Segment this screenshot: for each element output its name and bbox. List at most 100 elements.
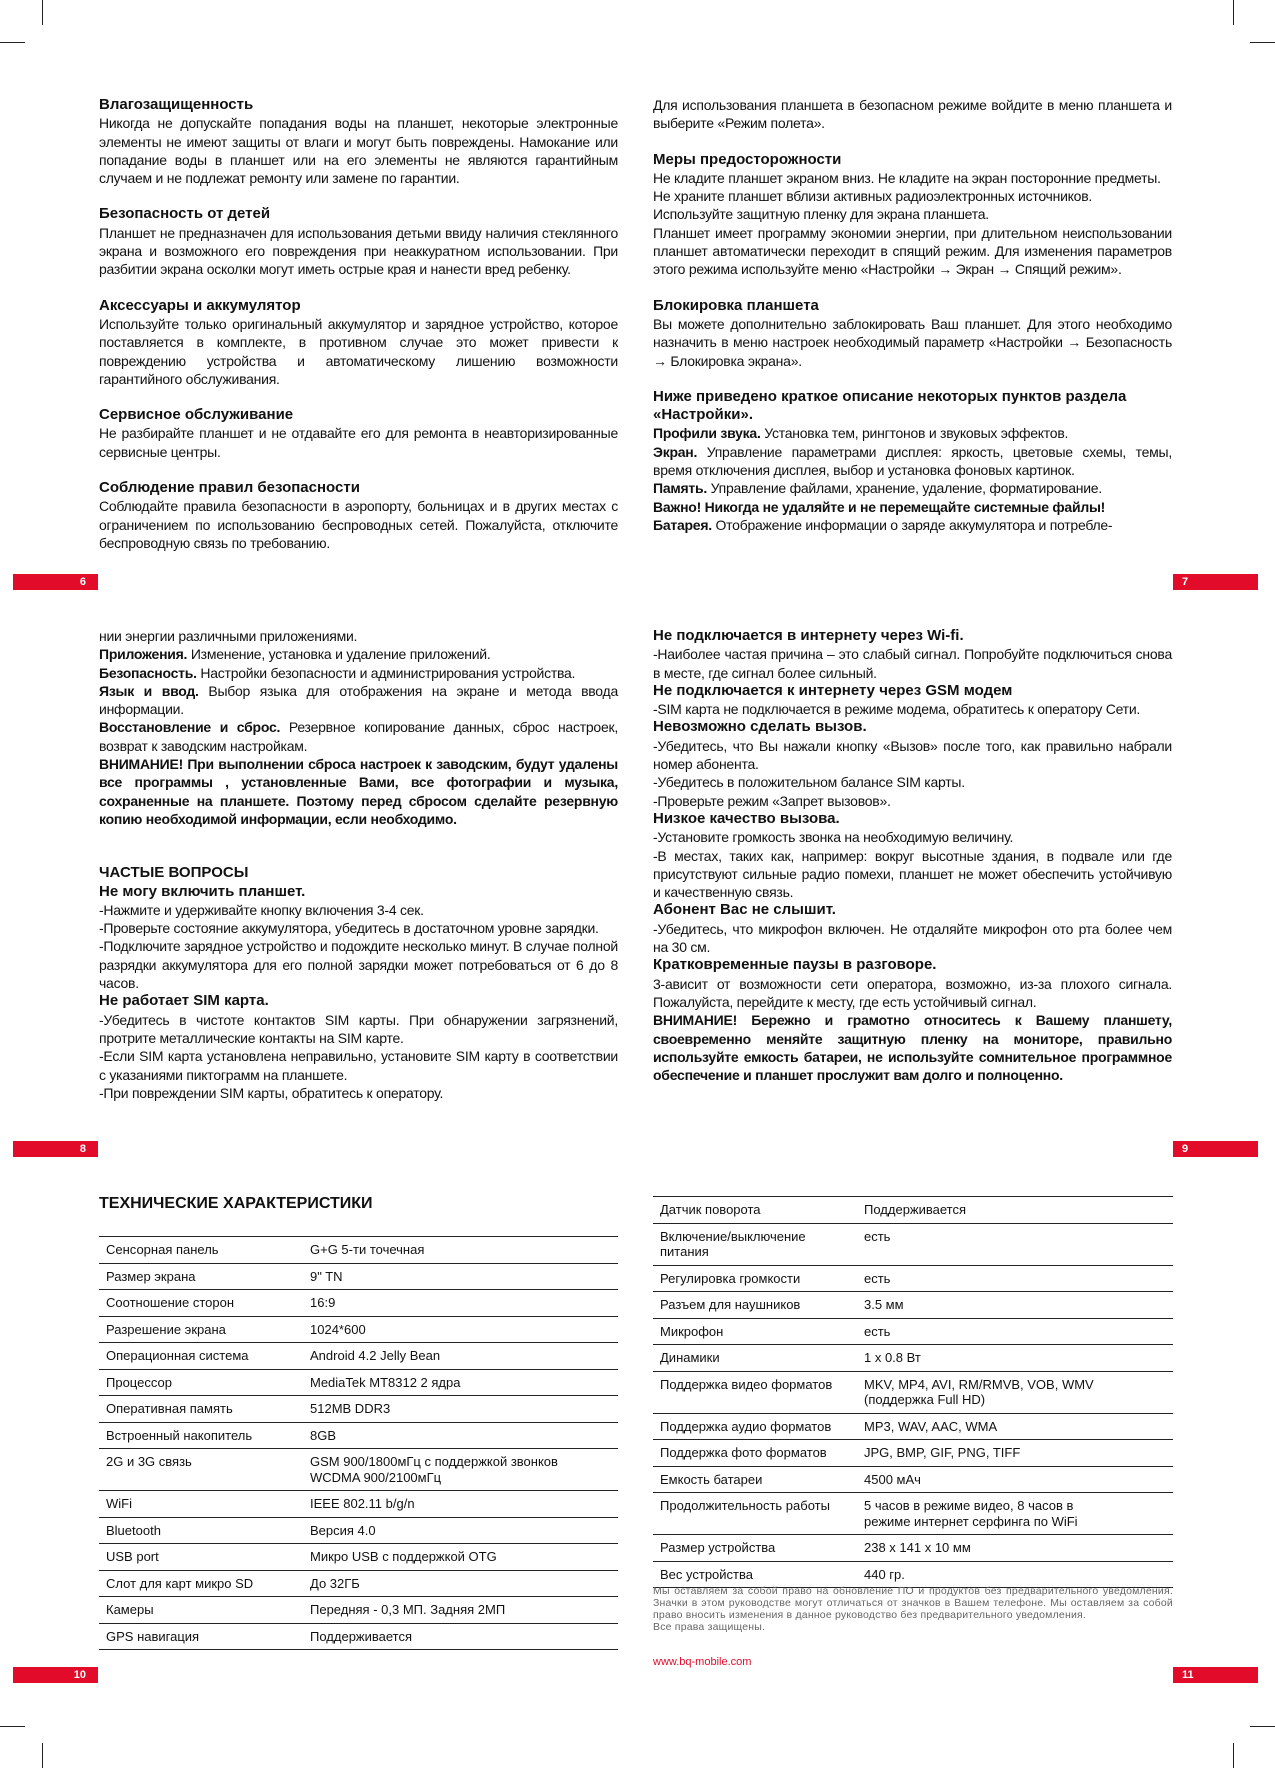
section-heading: Аксессуары и аккумулятор [99, 296, 301, 314]
paragraph-text: Соблюдайте правила безопасности в аэропо… [99, 498, 618, 551]
spec-value: 238 x 141 x 10 мм [857, 1534, 1173, 1561]
spec-row: 2G и 3G связь GSM 900/1800мГц с поддержко… [99, 1448, 618, 1491]
spec-value: 440 гр. [857, 1560, 1173, 1588]
paragraph: Не кладите планшет экраном вниз. Не клад… [653, 169, 1172, 187]
paragraph: -Проверьте режим «Запрет вызовов». [653, 792, 1172, 810]
paragraph-text: -Проверьте режим «Запрет вызовов». [653, 792, 891, 809]
page-number-label: 10 [73, 1669, 86, 1681]
paragraph: Для использования планшета в безопасном … [653, 96, 1172, 133]
spec-row: Встроенный накопитель 8GB [99, 1421, 618, 1449]
paragraph-text: 3-ависит от возможности сети оператора, … [653, 975, 1172, 1010]
paragraph-text: Резервное копирование данных, сброс наст… [99, 719, 618, 754]
rights-text: Все права защищены. [653, 1621, 766, 1633]
page-number-label: 8 [79, 1143, 86, 1155]
paragraph: -Подключите зарядное устройство и подожд… [99, 937, 618, 992]
spec-label: Регулировка громкости [653, 1264, 857, 1292]
section-heading: Соблюдение правил безопасности [99, 479, 360, 497]
spec-label: Встроенный накопитель [99, 1421, 303, 1449]
page-number-label: 6 [79, 576, 86, 588]
paragraph-text: Настройки безопасности и администрирован… [196, 664, 576, 681]
crop-mark [1233, 1743, 1234, 1768]
page-number-7: 7 [1173, 574, 1258, 590]
paragraph-text: Используйте защитную пленку для экрана п… [653, 206, 989, 223]
spec-row: Вес устройства 440 гр. [653, 1560, 1173, 1588]
page-9-text: Не подключается в интернету через Wi-fi.… [653, 627, 1172, 1084]
spec-row: Датчик поворота Поддерживается [653, 1196, 1173, 1223]
paragraph-text: Никогда не допускайте попадания воды на … [99, 115, 618, 187]
spec-value: есть [857, 1317, 1173, 1345]
paragraph-text: Установка тем, рингтонов и звуковых эффе… [760, 425, 1069, 442]
paragraph: Никогда не допускайте попадания воды на … [99, 114, 618, 187]
spec-value: 5 часов в режиме видео, 8 часов в режиме… [857, 1492, 1173, 1535]
section-heading: Влагозащищенность [99, 96, 254, 113]
paragraph-text: -SIM карта не подключается в режиме моде… [653, 701, 1141, 718]
spec-label: USB port [99, 1543, 303, 1570]
page-number-label: 7 [1182, 576, 1189, 588]
spec-label: Слот для карт микро SD [99, 1569, 303, 1597]
section-heading: Меры предосторожности [653, 150, 842, 168]
section-heading: Блокировка планшета [653, 296, 819, 314]
spec-value: Микро USB с поддержкой OTG [303, 1543, 618, 1570]
page-number-label: 9 [1182, 1143, 1189, 1155]
spec-value: MP3, WAV, AAC, WMA [857, 1412, 1173, 1440]
spec-row: Регулировка громкости есть [653, 1264, 1173, 1292]
spec-label: Размер экрана [99, 1262, 303, 1290]
page-number-6: 6 [13, 574, 98, 590]
spec-label: Bluetooth [99, 1516, 303, 1544]
paragraph-text: Для использования планшета в безопасном … [653, 97, 1172, 132]
website-link[interactable]: www.bq-mobile.com [653, 1656, 752, 1668]
paragraph: -Нажмите и удерживайте кнопку включения … [99, 901, 618, 919]
section-heading: Не могу включить планшет. [99, 882, 306, 900]
spec-row: Микрофон есть [653, 1317, 1173, 1345]
paragraph: Вы можете дополнительно заблокировать Ва… [653, 315, 1172, 370]
spec-value: 9" TN [303, 1262, 618, 1290]
bold-lead: Восстановление и сброс. [99, 719, 281, 736]
bold-lead: ВНИМАНИЕ! При выполнении сброса настроек… [99, 756, 618, 827]
spec-value: Версия 4.0 [303, 1516, 618, 1544]
spec-value: IEEE 802.11 b/g/n [303, 1490, 618, 1517]
bold-lead: ВНИМАНИЕ! Бережно и грамотно относитесь … [653, 1012, 1172, 1084]
paragraph: ВНИМАНИЕ! Бережно и грамотно относитесь … [653, 1011, 1172, 1084]
spec-row: Поддержка видео форматов MKV, MP4, AVI, R… [653, 1370, 1173, 1413]
paragraph: -SIM карта не подключается в режиме моде… [653, 700, 1172, 718]
spec-label: Поддержка фото форматов [653, 1439, 857, 1466]
spec-label: Емкость батареи [653, 1465, 857, 1493]
spec-row: Камеры Передняя - 0,3 МП. Задняя 2МП [99, 1596, 618, 1623]
paragraph: Восстановление и сброс. Резервное копиро… [99, 718, 618, 755]
spec-row: Динамики 1 x 0.8 Вт [653, 1344, 1173, 1371]
spec-label: Операционная система [99, 1342, 303, 1369]
spec-label: Микрофон [653, 1317, 857, 1345]
section-heading: Не подключается в интернету через Wi-fi. [653, 627, 964, 644]
spec-label: 2G и 3G связь [99, 1448, 303, 1491]
spec-row: Сенсорная панель G+G 5-ти точечная [99, 1236, 618, 1263]
paragraph-text: Не кладите планшет экраном вниз. Не клад… [653, 169, 1161, 186]
spec-label: Сенсорная панель [99, 1236, 303, 1263]
spec-value: 4500 мАч [857, 1465, 1173, 1493]
specs-table-right: Датчик поворота Поддерживается Включение/в… [653, 1196, 1173, 1588]
paragraph: -В местах, таких как, например: вокруг в… [653, 847, 1172, 902]
paragraph-text: Планшет имеет программу экономии энергии… [653, 224, 1172, 278]
paragraph: Профили звука. Установка тем, рингтонов … [653, 424, 1172, 442]
bold-lead: Профили звука. [653, 425, 761, 442]
paragraph-text: -Нажмите и удерживайте кнопку включения … [99, 901, 424, 918]
spec-label: Поддержка видео форматов [653, 1370, 857, 1413]
section-heading: Не подключается к интернету через GSM мо… [653, 681, 1013, 699]
disclaimer-text: Мы оставляем за собой право на обновлени… [653, 1585, 1173, 1621]
paragraph: Безопасность. Настройки безопасности и а… [99, 664, 618, 682]
spec-label: Соотношение сторон [99, 1289, 303, 1316]
paragraph-text: -Убедитесь, что микрофон включен. Не отд… [653, 920, 1172, 956]
section-heading: Невозможно сделать вызов. [653, 718, 867, 736]
paragraph: Не храните планшет вблизи активных радио… [653, 187, 1172, 205]
paragraph: ВНИМАНИЕ! При выполнении сброса настроек… [99, 755, 618, 828]
paragraph: -Убедитесь, что микрофон включен. Не отд… [653, 920, 1172, 957]
spec-label: Динамики [653, 1344, 857, 1371]
spec-value: JPG, BMP, GIF, PNG, TIFF [857, 1439, 1173, 1466]
spec-label: Включение/выключение питания [653, 1222, 857, 1265]
spec-label: Разъем для наушников [653, 1291, 857, 1318]
spec-row: WiFi IEEE 802.11 b/g/n [99, 1490, 618, 1517]
spec-value: есть [857, 1222, 1173, 1265]
paragraph-text: -В местах, таких как, например: вокруг в… [653, 847, 1172, 901]
paragraph-text: -Убедитесь в положительном балансе SIM к… [653, 774, 965, 791]
spec-row: GPS навигация Поддерживается [99, 1622, 618, 1650]
spec-label: Поддержка аудио форматов [653, 1412, 857, 1440]
